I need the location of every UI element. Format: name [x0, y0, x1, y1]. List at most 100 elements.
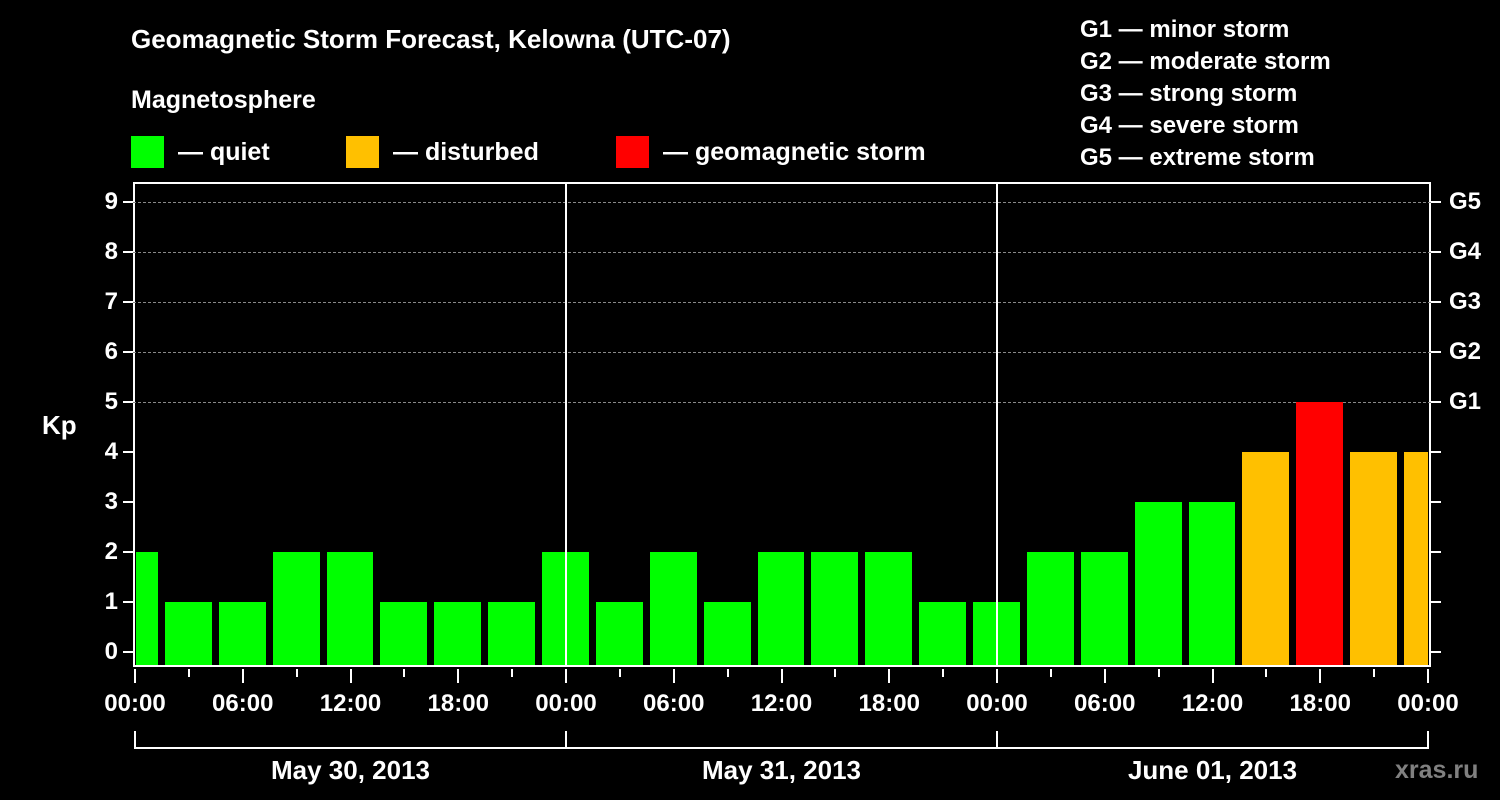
x-tick-label: 00:00 — [104, 690, 166, 717]
x-tick — [942, 669, 945, 677]
y-tick-left — [123, 651, 133, 653]
date-label: June 01, 2013 — [1127, 755, 1298, 785]
kp-bar — [218, 602, 266, 665]
kp-bar — [136, 552, 158, 665]
g-level-label: G2 — [1449, 338, 1482, 365]
kp-bar — [164, 602, 212, 665]
y-tick-label: 7 — [104, 288, 118, 315]
x-tick — [565, 669, 567, 683]
y-tick-right — [1431, 451, 1441, 453]
g-level-label: G5 — [1449, 188, 1482, 215]
x-tick-label: 00:00 — [966, 690, 1028, 717]
chart-title: Geomagnetic Storm Forecast, Kelowna (UTC… — [131, 24, 731, 54]
kp-bar — [1080, 552, 1128, 665]
y-tick-label: 1 — [104, 588, 118, 615]
storm-swatch — [616, 136, 649, 168]
x-tick-label: 18:00 — [427, 690, 489, 717]
x-tick — [1103, 669, 1106, 683]
kp-bar — [272, 552, 320, 665]
g-scale-item: G5 — extreme storm — [1080, 144, 1315, 171]
x-tick — [457, 669, 460, 683]
kp-bar — [811, 552, 859, 665]
x-tick — [888, 669, 891, 683]
y-axis-label: Kp — [42, 410, 77, 440]
x-tick — [403, 669, 406, 677]
y-tick-right — [1431, 551, 1441, 553]
x-tick-label: 06:00 — [212, 690, 274, 717]
legend-storm: — geomagnetic storm — [616, 135, 926, 169]
x-tick-label: 18:00 — [1289, 690, 1351, 717]
kp-bar — [703, 602, 751, 665]
y-tick-label: 0 — [104, 638, 118, 665]
y-tick-left — [123, 301, 133, 303]
x-tick-label: 12:00 — [319, 690, 382, 717]
x-tick — [1427, 669, 1429, 683]
legend-storm-label: — geomagnetic storm — [663, 137, 926, 166]
disturbed-swatch — [346, 136, 379, 168]
y-tick-right — [1431, 501, 1441, 503]
kp-bar — [865, 552, 913, 665]
y-tick-label: 3 — [104, 488, 118, 515]
x-tick — [780, 669, 783, 683]
quiet-swatch — [131, 136, 164, 168]
x-tick-label: 06:00 — [643, 690, 705, 717]
g-level-label: G1 — [1449, 388, 1482, 415]
kp-bar — [326, 552, 374, 665]
y-tick-label: 6 — [104, 338, 118, 365]
x-tick — [672, 669, 675, 683]
y-tick-left — [123, 351, 133, 353]
date-label: May 30, 2013 — [270, 755, 430, 785]
x-tick-label: 12:00 — [750, 690, 813, 717]
day-separator — [565, 182, 567, 667]
x-tick — [134, 669, 136, 683]
legend-disturbed: — disturbed — [346, 135, 539, 169]
kp-bar — [1188, 502, 1236, 665]
legend-title: Magnetosphere — [131, 86, 316, 114]
legend-quiet: — quiet — [131, 135, 270, 169]
day-separator — [996, 182, 998, 667]
x-tick-label: 12:00 — [1181, 690, 1244, 717]
y-tick-label: 9 — [104, 188, 118, 215]
y-tick-left — [123, 401, 133, 403]
kp-bar — [1026, 552, 1074, 665]
kp-bar — [434, 602, 482, 665]
kp-bar — [1404, 452, 1428, 665]
x-tick — [1157, 669, 1160, 677]
x-tick — [1373, 669, 1376, 677]
y-tick-right — [1431, 601, 1441, 603]
kp-bar — [380, 602, 428, 665]
y-tick-left — [123, 201, 133, 203]
kp-bar — [488, 602, 536, 665]
x-tick-label: 18:00 — [858, 690, 920, 717]
y-tick-right — [1431, 301, 1441, 303]
y-tick-label: 8 — [104, 238, 118, 265]
x-tick — [349, 669, 352, 683]
date-bracket-tick — [996, 731, 998, 749]
legend-quiet-label: — quiet — [178, 137, 270, 166]
g-scale-item: G1 — minor storm — [1080, 16, 1290, 43]
date-bracket-tick — [134, 731, 136, 749]
y-tick-right — [1431, 651, 1441, 653]
x-tick — [1265, 669, 1268, 677]
g-scale-item: G3 — strong storm — [1080, 80, 1298, 107]
gridline — [133, 252, 1431, 253]
x-tick — [834, 669, 837, 677]
x-tick-label: 06:00 — [1074, 690, 1136, 717]
x-tick — [511, 669, 514, 677]
x-tick — [618, 669, 621, 677]
kp-bar — [1296, 402, 1344, 665]
date-bracket-tick — [1427, 731, 1429, 749]
y-tick-left — [123, 501, 133, 503]
x-tick — [726, 669, 729, 677]
gridline — [133, 402, 1431, 403]
kp-bar — [1350, 452, 1398, 665]
y-tick-right — [1431, 251, 1441, 253]
legend-disturbed-label: — disturbed — [393, 137, 539, 166]
x-tick — [1319, 669, 1322, 683]
date-bracket-line — [135, 747, 1428, 749]
x-tick — [187, 669, 190, 677]
g-level-label: G4 — [1449, 238, 1482, 265]
x-tick — [996, 669, 998, 683]
y-tick-left — [123, 551, 133, 553]
g-level-label: G3 — [1449, 288, 1482, 315]
